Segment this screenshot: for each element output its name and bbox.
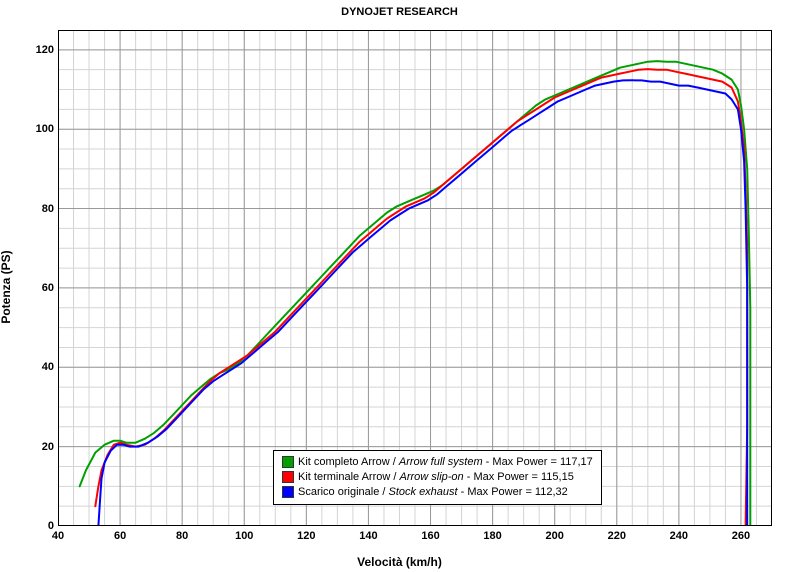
x-tick: 100 bbox=[235, 530, 253, 542]
y-tick: 60 bbox=[28, 282, 54, 294]
legend-entry: Kit terminale Arrow / Arrow slip-on - Ma… bbox=[282, 470, 593, 485]
legend-text-en: Arrow full system bbox=[399, 456, 483, 468]
legend-entry: Scarico originale / Stock exhaust - Max … bbox=[282, 485, 593, 500]
y-tick: 20 bbox=[28, 441, 54, 453]
x-tick: 220 bbox=[608, 530, 626, 542]
x-tick: 60 bbox=[114, 530, 126, 542]
legend-text-it: Scarico originale bbox=[298, 486, 379, 498]
x-tick: 120 bbox=[297, 530, 315, 542]
legend: Kit completo Arrow / Arrow full system -… bbox=[273, 450, 602, 505]
x-tick: 80 bbox=[176, 530, 188, 542]
y-tick: 40 bbox=[28, 361, 54, 373]
x-tick: 160 bbox=[421, 530, 439, 542]
y-tick: 100 bbox=[28, 123, 54, 135]
legend-entry: Kit completo Arrow / Arrow full system -… bbox=[282, 455, 593, 470]
y-tick: 120 bbox=[28, 44, 54, 56]
legend-swatch bbox=[282, 471, 294, 483]
legend-suffix: - Max Power = 115,15 bbox=[464, 471, 574, 483]
legend-text-en: Arrow slip-on bbox=[399, 471, 463, 483]
y-tick: 80 bbox=[28, 203, 54, 215]
legend-suffix: - Max Power = 117,17 bbox=[483, 456, 593, 468]
x-tick: 180 bbox=[483, 530, 501, 542]
y-axis-label: Potenza (PS) bbox=[0, 250, 13, 323]
legend-text-it: Kit completo Arrow bbox=[298, 456, 390, 468]
legend-swatch bbox=[282, 456, 294, 468]
y-tick: 0 bbox=[28, 520, 54, 532]
x-tick: 140 bbox=[359, 530, 377, 542]
x-tick: 240 bbox=[670, 530, 688, 542]
legend-swatch bbox=[282, 486, 294, 498]
x-axis-label: Velocità (km/h) bbox=[0, 555, 799, 569]
legend-suffix: - Max Power = 112,32 bbox=[458, 486, 568, 498]
x-tick: 260 bbox=[732, 530, 750, 542]
x-tick: 200 bbox=[546, 530, 564, 542]
legend-text-it: Kit terminale Arrow bbox=[298, 471, 390, 483]
chart-title: DYNOJET RESEARCH bbox=[0, 6, 799, 18]
legend-text-en: Stock exhaust bbox=[389, 486, 458, 498]
